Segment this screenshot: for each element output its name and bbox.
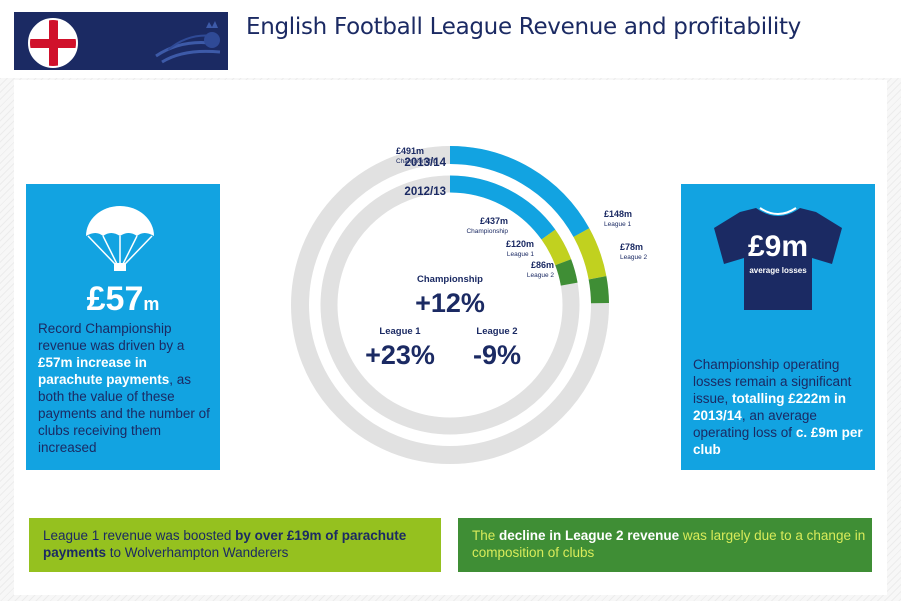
center-league1-label: League 1 — [379, 326, 421, 337]
center-league2-change: -9% — [473, 340, 521, 370]
segment-value-label: £86m — [531, 260, 554, 270]
ring-segment-1-0 — [449, 175, 556, 240]
parachute-icon — [86, 206, 154, 271]
segment-value-label: £491m — [396, 146, 424, 156]
series-year-label: 2012/13 — [404, 186, 446, 198]
series-year-label: 2013/14 — [404, 157, 446, 169]
parachute-card: £57m Record Championship revenue was dri… — [26, 184, 220, 470]
segment-category-label: League 1 — [604, 221, 631, 228]
league1-note: League 1 revenue was boosted by over £19… — [29, 518, 441, 572]
league-logo-icon — [155, 21, 221, 64]
parachute-description: Record Championship revenue was driven b… — [38, 321, 210, 455]
england-flag-icon — [28, 18, 78, 68]
segment-category-label: League 2 — [620, 254, 647, 261]
ring-segment-1-2 — [555, 259, 578, 286]
segment-category-label: League 1 — [507, 251, 534, 258]
shirt-icon — [714, 207, 842, 310]
revenue-ring-chart: £491m Championship £148m League 1 £78m League… — [291, 146, 647, 464]
parachute-increase-value: £57m — [86, 280, 160, 318]
segment-value-label: £148m — [604, 209, 632, 219]
chart-labels: £491m Championship £148m League 1 £78m League… — [396, 146, 647, 279]
average-loss-label: average losses — [749, 266, 807, 275]
losses-description: Championship operating losses remain a s… — [693, 357, 863, 457]
ring-segment-0-2 — [588, 276, 609, 304]
segment-category-label: League 2 — [527, 272, 554, 279]
league2-note: The decline in League 2 revenue was larg… — [458, 518, 872, 572]
center-league2-label: League 2 — [476, 326, 517, 337]
segment-category-label: Championship — [396, 158, 438, 165]
segment-value-label: £437m — [480, 216, 508, 226]
segment-value-label: £78m — [620, 242, 643, 252]
chart-rings — [291, 146, 609, 464]
ring-segment-1-1 — [541, 229, 572, 266]
center-championship-label: Championship — [417, 274, 483, 285]
page-title: English Football League Revenue and prof… — [246, 14, 801, 40]
logo-banner — [14, 12, 228, 70]
ring-segment-0-0 — [449, 146, 590, 238]
average-loss-value: £9m — [747, 230, 809, 263]
ring-segment-0-1 — [573, 228, 607, 280]
segment-category-label: Championship — [466, 228, 508, 235]
center-championship-change: +12% — [415, 288, 485, 318]
losses-card: £9m average losses Championship operatin… — [681, 184, 875, 470]
segment-value-label: £120m — [506, 239, 534, 249]
center-league1-change: +23% — [365, 340, 435, 370]
